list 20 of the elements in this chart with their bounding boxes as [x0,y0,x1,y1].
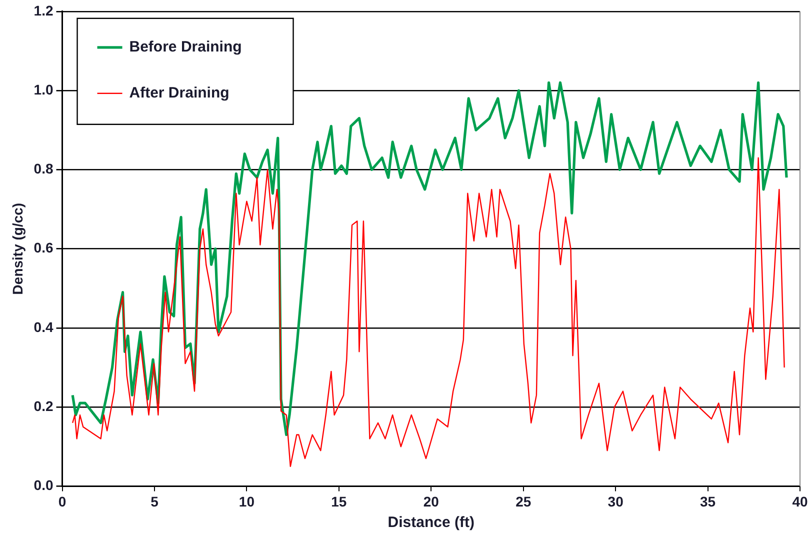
y-tick-label: 1.0 [34,81,54,98]
y-tick-label: 1.2 [34,2,54,18]
y-tick-label: 0.2 [34,398,54,414]
y-tick-label: 0.8 [34,160,54,177]
x-tick-label: 10 [238,493,255,510]
legend-label: After Draining [129,84,230,102]
y-axis-title: Density (g/cc) [9,202,26,295]
x-tick-label: 15 [331,493,347,510]
x-axis-title: Distance (ft) [388,514,474,532]
y-tick-label: 0.0 [34,477,54,494]
x-tick-label: 0 [58,493,66,510]
y-tick-label: 0.4 [34,318,54,335]
legend-label: Before Draining [129,38,242,56]
y-tick-label: 0.6 [34,240,54,256]
x-tick-label: 25 [516,493,532,510]
x-tick-label: 20 [423,493,440,510]
x-tick-label: 40 [792,493,808,510]
x-tick-label: 5 [150,493,159,510]
x-tick-label: 35 [700,493,716,510]
x-tick-label: 30 [608,493,624,510]
